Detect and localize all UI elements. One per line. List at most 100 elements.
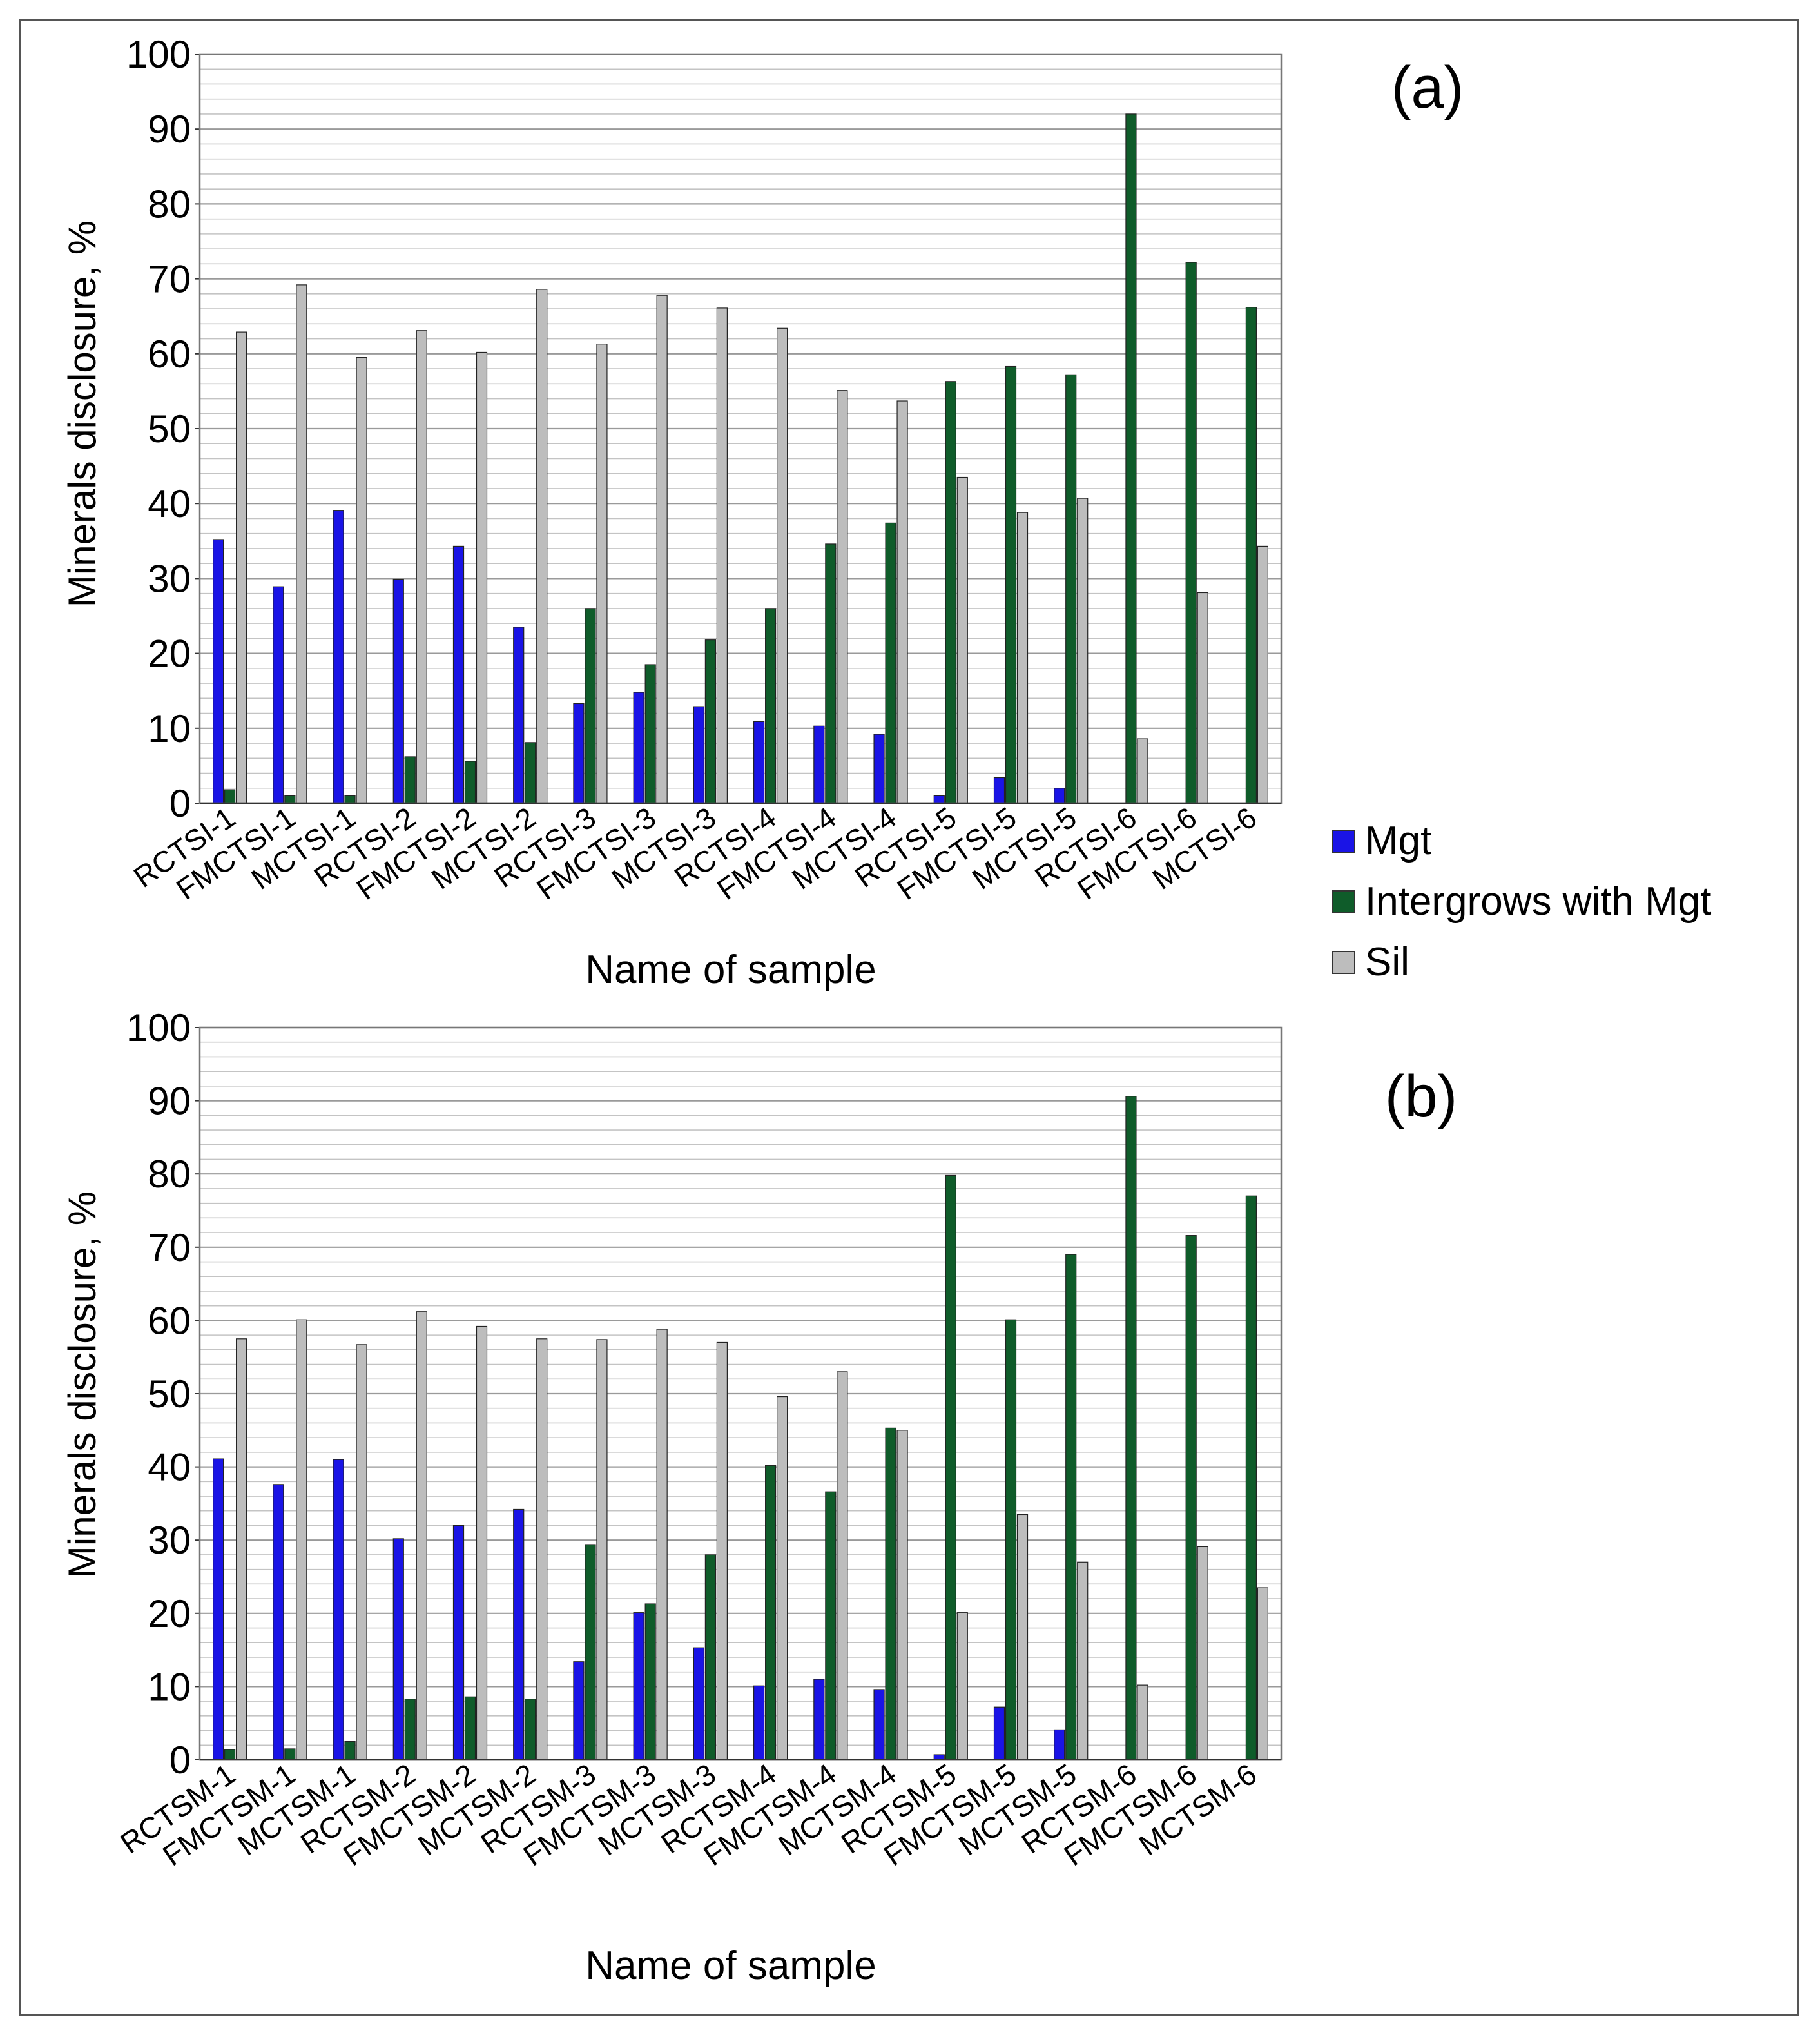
panel-b-bar-sil <box>956 1612 968 1760</box>
panel-a-bar-sil <box>1197 592 1208 804</box>
panel-a-bar-intergrows <box>404 756 416 804</box>
panel-a-bar-intergrows <box>1005 365 1017 804</box>
panel-a-bar-sil <box>1257 545 1268 804</box>
panel-b-bar-mgt <box>693 1647 704 1760</box>
panel-b-ytick-label: 100 <box>126 1006 191 1049</box>
panel-a-bar-intergrows <box>1245 307 1257 804</box>
panel-b-bar-mgt <box>813 1679 825 1760</box>
panel-a-bar-mgt <box>573 703 585 804</box>
panel-a-bar-sil <box>1137 738 1148 804</box>
panel-a-bar-intergrows <box>704 639 716 804</box>
panel-a-ytick-label: 80 <box>148 182 191 226</box>
panel-a-bar-intergrows <box>585 608 596 804</box>
panel-a-bar-intergrows <box>1185 262 1197 804</box>
legend-label-sil: Sil <box>1365 940 1409 984</box>
panel-b-bar-sil <box>236 1338 247 1760</box>
panel-b-bar-sil <box>356 1344 367 1760</box>
legend-label-intergrows: Intergrows with Mgt <box>1365 879 1712 924</box>
panel-b-bar-sil <box>777 1396 788 1760</box>
panel-a-bar-mgt <box>693 706 704 804</box>
panel-b-bar-intergrows <box>585 1544 596 1760</box>
panel-b-bar-intergrows <box>765 1465 777 1760</box>
panel-b-bar-mgt <box>513 1508 525 1760</box>
panel-b-ytick-label: 40 <box>148 1446 191 1489</box>
panel-a-bar-mgt <box>873 734 885 804</box>
panel-b-bar-sil <box>656 1329 668 1760</box>
panel-a-bar-sil <box>416 330 427 804</box>
panel-a-bar-intergrows <box>1125 113 1137 804</box>
panel-a-bar-sil <box>476 351 488 804</box>
panel-a-bar-intergrows <box>1065 374 1077 804</box>
panel-a-bar-mgt <box>993 777 1005 804</box>
panel-b-label: (b) <box>1385 1064 1457 1129</box>
panel-a-bar-sil <box>1016 512 1029 804</box>
panel-b-bar-mgt <box>873 1689 885 1760</box>
legend-swatch-intergrows <box>1332 890 1355 913</box>
panel-a-ytick-label: 10 <box>148 707 191 750</box>
panel-a-ytick-label: 20 <box>148 632 191 676</box>
panel-b-bar-sil <box>1197 1546 1208 1760</box>
panel-b-bar-sil <box>296 1319 307 1760</box>
panel-b-ytick-label: 10 <box>148 1665 191 1708</box>
panel-b-bar-mgt <box>993 1706 1005 1760</box>
panel-b-bar-sil <box>416 1311 427 1760</box>
panel-b-bar-intergrows <box>1125 1096 1137 1760</box>
panel-a-bar-sil <box>777 327 788 804</box>
panel-b-bar-intergrows <box>525 1699 536 1760</box>
panel-a-ytick-label: 40 <box>148 482 191 525</box>
panel-a-ytick-label: 60 <box>148 333 191 376</box>
panel-a-bar-intergrows <box>525 742 536 804</box>
panel-b-plot: 0102030405060708090100RCTSM-1FMCTSM-1MCT… <box>114 1006 1283 1872</box>
panel-b-bar-sil <box>1077 1561 1089 1760</box>
panel-a-label: (a) <box>1391 55 1464 121</box>
panel-a-ytick-label: 70 <box>148 258 191 301</box>
panel-b-bar-mgt <box>633 1612 644 1760</box>
legend-label-mgt: Mgt <box>1365 819 1431 863</box>
panel-a-ytick-label: 30 <box>148 557 191 600</box>
panel-a-bar-sil <box>956 476 968 804</box>
panel-b-bar-intergrows <box>1245 1195 1257 1760</box>
panel-a-bar-sil <box>656 295 668 804</box>
panel-b-bar-sil <box>476 1325 488 1760</box>
panel-a-bar-sil <box>716 307 728 804</box>
panel-a-bar-intergrows <box>344 795 356 804</box>
panel-b-bar-mgt <box>273 1484 284 1760</box>
panel-a-bar-intergrows <box>284 795 296 804</box>
panel-b-bar-sil <box>896 1430 908 1760</box>
panel-a-bar-mgt <box>333 510 344 804</box>
panel-b-bar-mgt <box>333 1459 344 1760</box>
panel-b-bar-mgt <box>213 1458 224 1760</box>
panel-b-bar-intergrows <box>1065 1254 1077 1760</box>
panel-b-ytick-label: 90 <box>148 1080 191 1123</box>
panel-a-bar-intergrows <box>224 789 236 804</box>
panel-a-bar-intergrows <box>945 381 956 804</box>
figure-frame <box>19 19 1799 2016</box>
panel-a-bar-mgt <box>753 721 765 804</box>
panel-a-bar-intergrows <box>885 522 896 804</box>
panel-b-bar-sil <box>837 1371 848 1760</box>
panel-b-bar-sil <box>1016 1514 1029 1760</box>
panel-b-ytick-label: 70 <box>148 1226 191 1269</box>
panel-a-ytick-label: 0 <box>169 782 191 825</box>
panel-a-bar-intergrows <box>825 543 837 804</box>
panel-b-ytick-label: 20 <box>148 1592 191 1635</box>
panel-b-bar-intergrows <box>404 1699 416 1760</box>
panel-b-bar-intergrows <box>1005 1319 1017 1760</box>
panel-a-ytick-label: 100 <box>126 33 191 76</box>
panel-b-ytick-label: 30 <box>148 1519 191 1562</box>
panel-a-bar-sil <box>596 344 608 804</box>
panel-a-bar-sil <box>1077 498 1089 804</box>
panel-b-ytick-label: 50 <box>148 1372 191 1416</box>
panel-b-xlabel: Name of sample <box>585 1944 876 1988</box>
panel-a-bar-mgt <box>452 545 465 804</box>
panel-b-bar-intergrows <box>464 1696 476 1760</box>
panel-b-bar-sil <box>596 1339 608 1760</box>
panel-b-bar-intergrows <box>825 1491 837 1760</box>
panel-a-bar-sil <box>837 390 848 804</box>
panel-a-bar-intergrows <box>765 608 777 804</box>
panel-b-bar-intergrows <box>644 1603 656 1760</box>
legend-swatch-mgt <box>1332 830 1355 853</box>
panel-a-bar-mgt <box>513 627 525 804</box>
panel-a-ytick-label: 90 <box>148 108 191 151</box>
panel-a-bar-mgt <box>633 692 644 804</box>
